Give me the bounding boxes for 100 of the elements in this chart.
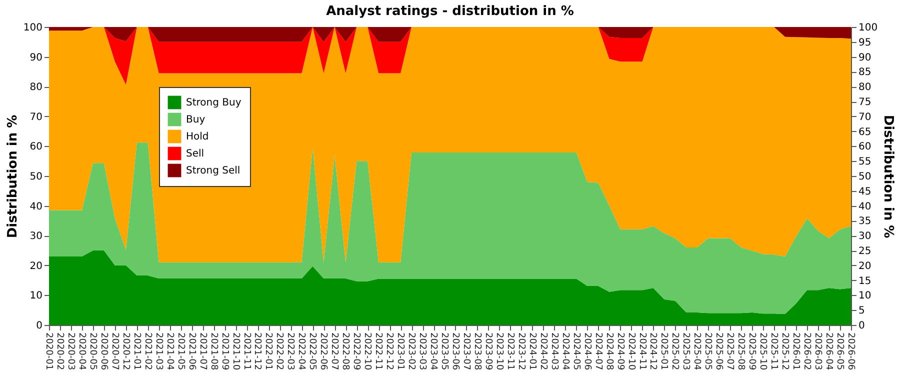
legend-label: Buy: [186, 114, 206, 126]
y2-tick-label: 15: [858, 276, 872, 287]
x-tick-label: 2023-05: [439, 332, 450, 370]
x-tick-label: 2025-07: [724, 332, 735, 370]
y2-tick-label: 80: [858, 82, 872, 94]
y-tick-label: 70: [30, 112, 42, 123]
y2-tick-label: 55: [858, 156, 872, 168]
y2-tick-label: 100: [858, 22, 878, 34]
x-tick-label: 2024-09: [614, 332, 625, 370]
x-tick-label: 2021-08: [208, 332, 218, 370]
y-tick-label: 10: [30, 290, 42, 302]
x-tick-label: 2021-10: [230, 332, 240, 370]
x-tick-label: 2024-05: [570, 332, 581, 370]
y2-tick-label: 0: [858, 320, 865, 332]
y-tick-label: 60: [30, 142, 42, 153]
x-tick-label: 2024-07: [592, 332, 603, 370]
x-tick-label: 2025-10: [758, 332, 768, 370]
x-tick-label: 2021-07: [197, 332, 208, 370]
x-tick-label: 2020-07: [109, 332, 120, 370]
x-tick-label: 2022-12: [384, 332, 394, 370]
x-tick-label: 2021-06: [186, 332, 196, 370]
x-tick-label: 2024-03: [548, 332, 559, 370]
y-tick-label: 50: [30, 172, 42, 182]
y-tick-label: 20: [30, 260, 42, 272]
y-tick-label: 40: [30, 201, 42, 212]
y2-tick-label: 90: [858, 52, 872, 64]
x-tick-label: 2022-01: [263, 332, 274, 370]
x-tick-label: 2026-01: [790, 332, 801, 370]
y2-tick-label: 45: [858, 186, 872, 198]
x-tick-label: 2020-06: [98, 332, 108, 370]
y2-tick-label: 60: [858, 142, 872, 153]
x-tick-label: 2026-06: [846, 332, 856, 370]
x-tick-label: 2025-09: [746, 332, 757, 370]
x-tick-label: 2024-04: [560, 332, 570, 370]
x-tick-label: 2020-05: [87, 332, 98, 370]
x-tick-label: 2021-01: [131, 332, 142, 370]
x-tick-label: 2022-02: [274, 332, 284, 370]
y2-tick-label: 70: [858, 112, 872, 123]
y2-tick-label: 20: [858, 260, 872, 272]
y2-axis-title: Distribution in %: [880, 114, 896, 238]
x-tick-label: 2022-04: [296, 332, 306, 370]
x-tick-label: 2022-05: [307, 332, 318, 370]
x-tick-label: 2020-01: [44, 332, 54, 370]
x-tick-label: 2023-01: [395, 332, 406, 370]
x-tick-label: 2020-12: [120, 332, 130, 370]
y2-tick-label: 10: [858, 290, 872, 302]
x-tick-label: 2025-03: [680, 332, 691, 370]
legend-label: Strong Buy: [186, 98, 242, 108]
x-tick-label: 2021-11: [241, 332, 252, 370]
x-tick-label: 2020-02: [54, 332, 64, 370]
x-tick-label: 2022-07: [329, 332, 340, 370]
x-tick-label: 2023-07: [460, 332, 471, 370]
y2-tick-label: 65: [858, 126, 872, 138]
y2-tick-label: 35: [858, 216, 872, 228]
x-tick-label: 2022-11: [373, 332, 384, 370]
chart-title: Analyst ratings - distribution in %: [326, 4, 574, 19]
y2-tick-label: 50: [858, 172, 872, 182]
x-tick-label: 2023-06: [450, 332, 460, 370]
x-tick-label: 2025-01: [658, 332, 669, 370]
x-tick-label: 2022-09: [351, 332, 362, 370]
x-tick-label: 2026-04: [824, 332, 834, 370]
x-tick-label: 2022-10: [362, 332, 372, 370]
x-tick-label: 2021-05: [175, 332, 186, 370]
x-tick-label: 2025-08: [736, 332, 746, 370]
y-axis-title: Distribution in %: [5, 114, 20, 238]
y-tick-label: 30: [30, 231, 42, 242]
x-tick-label: 2024-12: [648, 332, 658, 370]
y2-tick-label: 5: [858, 306, 865, 317]
x-tick-label: 2024-08: [604, 332, 614, 370]
x-tick-label: 2023-10: [494, 332, 504, 370]
x-tick-label: 2021-04: [164, 332, 174, 370]
x-tick-label: 2023-02: [406, 332, 416, 370]
x-tick-label: 2023-12: [516, 332, 526, 370]
x-tick-label: 2025-06: [714, 332, 724, 370]
x-tick-label: 2023-09: [482, 332, 493, 370]
x-tick-label: 2025-11: [768, 332, 779, 370]
x-tick-label: 2026-03: [812, 332, 823, 370]
x-tick-label: 2021-03: [153, 332, 164, 370]
x-tick-label: 2025-05: [702, 332, 713, 370]
x-tick-label: 2025-02: [670, 332, 680, 370]
y2-tick-label: 95: [858, 37, 872, 48]
y-tick-label: 100: [23, 22, 42, 34]
x-tick-label: 2024-06: [582, 332, 592, 370]
series-label: Strong Sell: [186, 166, 240, 176]
y2-tick-label: 30: [858, 231, 872, 242]
x-tick-label: 2022-06: [318, 332, 328, 370]
x-tick-label: 2020-03: [65, 332, 76, 370]
x-tick-label: 2024-11: [636, 332, 647, 370]
x-tick-label: 2023-04: [428, 332, 438, 370]
y2-tick-label: 75: [858, 97, 872, 108]
y2-tick-label: 25: [858, 246, 872, 257]
y-tick-label: 80: [30, 82, 42, 94]
x-tick-label: 2023-08: [472, 332, 482, 370]
x-tick-label: 2022-08: [340, 332, 350, 370]
x-tick-label: 2025-04: [692, 332, 702, 370]
x-tick-label: 2021-02: [142, 332, 152, 370]
x-tick-label: 2024-01: [526, 332, 537, 370]
x-tick-label: 2022-03: [285, 332, 296, 370]
y-tick-label: 0: [36, 320, 42, 332]
x-tick-label: 2023-03: [417, 332, 428, 370]
